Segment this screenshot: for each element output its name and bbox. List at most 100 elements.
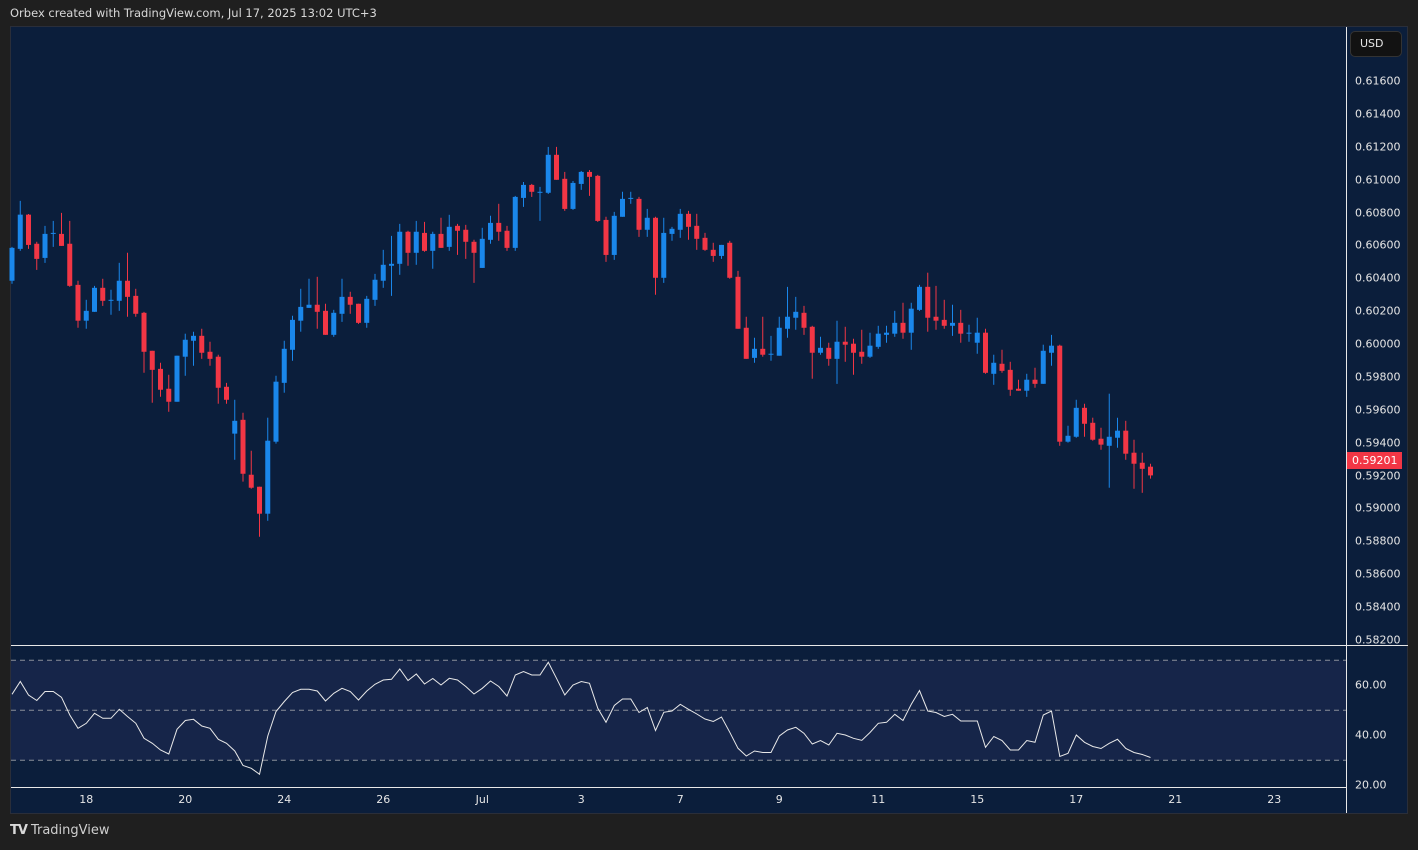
candle-up (1115, 430, 1120, 438)
time-tick-label: 9 (775, 793, 783, 806)
time-tick-label: 23 (1267, 793, 1282, 806)
price-tick-label: 0.61000 (1355, 173, 1401, 187)
candle-up (793, 311, 799, 318)
currency-button[interactable]: USD (1350, 31, 1402, 57)
candle-down (405, 231, 411, 253)
candle-up (364, 298, 370, 323)
time-tick-label: 15 (970, 793, 985, 806)
rsi-tick-label: 20.00 (1355, 778, 1387, 792)
candle-down (1139, 462, 1145, 469)
candle-down (743, 327, 749, 359)
candle-down (702, 237, 708, 250)
candle-down (958, 322, 964, 334)
tradingview-logo-icon: TV (10, 823, 28, 838)
candle-down (603, 219, 609, 255)
candle-up (917, 286, 922, 310)
candle-up (752, 348, 757, 358)
candle-down (323, 310, 328, 335)
candle-down (240, 419, 246, 474)
candle-down (727, 242, 733, 278)
time-tick-label: 26 (376, 793, 391, 806)
candle-up (42, 233, 48, 258)
candle-down (941, 319, 947, 326)
candle-up (488, 222, 493, 240)
candle-up (116, 280, 122, 301)
candle-up (620, 198, 625, 217)
candle-up (776, 327, 782, 356)
time-tick-label: 24 (277, 793, 292, 806)
candle-down (224, 386, 229, 400)
candle-down (851, 343, 856, 353)
candle-up (950, 322, 955, 326)
candle-down (842, 341, 848, 345)
candle-down (925, 286, 931, 318)
candle-up (628, 197, 634, 199)
candle-up (446, 226, 452, 247)
candle-down (356, 303, 361, 323)
candle-down (67, 243, 73, 286)
candle-up (892, 322, 898, 334)
candle-up (17, 214, 23, 249)
candle-up (644, 217, 650, 230)
candle-down (455, 225, 460, 231)
candle-up (611, 215, 617, 255)
candle-up (578, 171, 584, 184)
candle-down (75, 284, 81, 321)
candle-down (199, 335, 205, 353)
rsi-line (11, 661, 1151, 776)
candle-down (636, 198, 642, 230)
time-tick-label: 21 (1168, 793, 1183, 806)
candle-up (1073, 407, 1079, 437)
candle-down (1032, 379, 1038, 384)
candle-up (108, 299, 114, 301)
candle-down (1090, 422, 1096, 440)
candle-up (479, 238, 485, 268)
candle-down (554, 154, 559, 180)
time-tick-label: 17 (1069, 793, 1084, 806)
candle-up (661, 232, 667, 278)
candle-down (562, 178, 568, 209)
candle-down (760, 348, 766, 355)
candle-down (1007, 369, 1013, 390)
candle-down (158, 368, 163, 390)
chart-attribution-title: Orbex created with TradingView.com, Jul … (10, 6, 377, 20)
candle-down (347, 296, 353, 305)
candle-up (521, 184, 526, 198)
candle-down (207, 351, 213, 359)
candle-down (125, 280, 130, 297)
candle-up (281, 348, 287, 383)
rsi-tick-label: 60.00 (1355, 678, 1387, 692)
candle-up (785, 316, 790, 329)
footer-brand[interactable]: TV TradingView (10, 823, 109, 838)
candle-up (83, 310, 89, 321)
candle-up (1065, 435, 1071, 442)
price-tick-label: 0.59600 (1355, 403, 1401, 417)
candle-down (257, 486, 262, 514)
candle-up (191, 335, 196, 341)
candle-up (867, 345, 873, 357)
rsi-tick-label: 40.00 (1355, 728, 1387, 742)
candle-up (875, 333, 881, 347)
candle-up (306, 304, 312, 308)
candle-up (834, 341, 840, 359)
candle-up (974, 332, 980, 343)
price-tick-label: 0.59200 (1355, 469, 1401, 483)
candle-down (809, 326, 815, 353)
candle-down (1057, 345, 1063, 442)
candle-up (669, 228, 675, 234)
price-tick-label: 0.60600 (1355, 238, 1401, 252)
candle-up (677, 213, 683, 230)
price-tick-label: 0.58800 (1355, 534, 1401, 548)
candle-down (1123, 430, 1129, 454)
candle-down (1131, 452, 1137, 464)
candle-down (1016, 388, 1021, 391)
candle-up (298, 306, 304, 321)
candle-down (471, 241, 477, 253)
candle-up (1040, 350, 1046, 384)
candle-down (496, 222, 502, 232)
candle-up (570, 182, 576, 209)
candle-up (380, 264, 386, 281)
price-tick-label: 0.60800 (1355, 206, 1401, 220)
candle-up (50, 232, 56, 234)
